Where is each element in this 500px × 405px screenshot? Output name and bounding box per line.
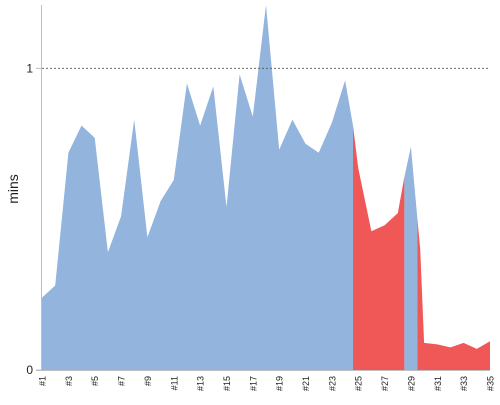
y-tick-label: 0 (26, 363, 33, 377)
x-tick-label: #1 (38, 376, 48, 386)
x-tick-label: #3 (64, 376, 74, 386)
x-tick-label: #27 (380, 376, 390, 391)
x-tick-label: #31 (433, 376, 443, 391)
x-tick-label: #9 (143, 376, 153, 386)
x-tick-label: #7 (117, 376, 127, 386)
x-ticks: #1 #3 #5 #7 #9 #11 #13 #15 #17 #19 #21 #23 #25 #27 #29… (38, 376, 496, 391)
x-tick-label: #17 (248, 376, 258, 391)
x-tick-label: #35 (486, 376, 496, 391)
highlight-area-segment (417, 220, 490, 370)
x-tick-label: #5 (90, 376, 100, 386)
y-ticks: 01 (26, 61, 42, 377)
x-tick-label: #25 (354, 376, 364, 391)
x-tick-label: #15 (222, 376, 232, 391)
x-tick-label: #29 (406, 376, 416, 391)
y-axis-label: mins (5, 174, 21, 204)
x-tick-label: #33 (459, 376, 469, 391)
y-tick-label: 1 (26, 61, 33, 75)
normal-area-segment (42, 5, 353, 370)
x-tick-label: #13 (196, 376, 206, 391)
highlight-area-segment (353, 125, 405, 370)
x-tick-label: #23 (327, 376, 337, 391)
area-series (42, 5, 490, 370)
x-tick-label: #19 (275, 376, 285, 391)
x-tick-label: #21 (301, 376, 311, 391)
normal-area-segment (404, 146, 418, 370)
x-tick-label: #11 (169, 376, 179, 390)
